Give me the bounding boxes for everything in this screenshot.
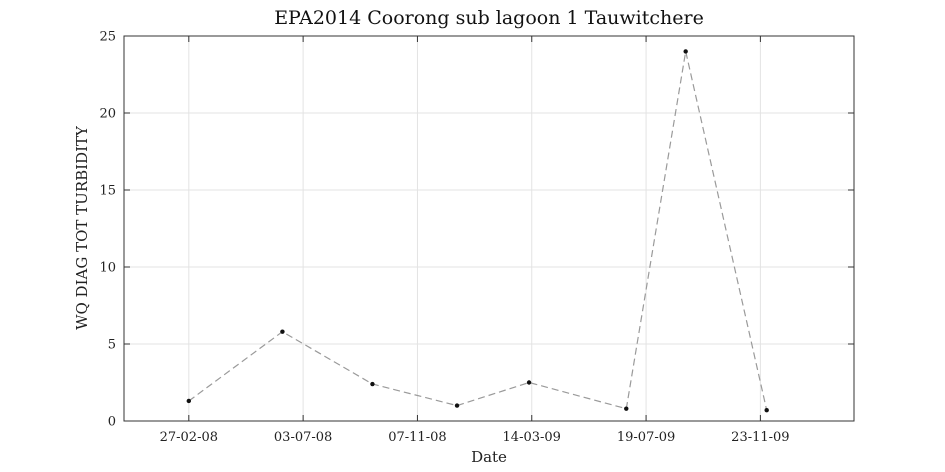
series-layer (186, 49, 769, 413)
data-point (186, 398, 192, 404)
y-tick-label: 10 (99, 261, 116, 276)
grid-layer (124, 35, 854, 422)
y-tick-label: 25 (99, 30, 116, 45)
data-point (280, 329, 285, 334)
x-tick-label: 19-07-09 (617, 430, 675, 445)
y-tick-label: 20 (99, 107, 116, 122)
y-tick-label: 5 (108, 338, 116, 353)
y-tick-label: 0 (108, 415, 116, 430)
x-tick-label: 14-03-09 (503, 430, 561, 445)
data-point (683, 49, 688, 54)
x-tick-label: 23-11-09 (731, 430, 789, 445)
data-point (624, 406, 629, 411)
data-point (454, 403, 460, 408)
y-tick-label: 15 (99, 184, 116, 199)
x-tick-label: 27-02-08 (160, 430, 218, 445)
ticks-layer: 27-02-08 03-07-08 07-11-08 14-03-09 19-07-09… (99, 30, 854, 445)
x-axis-label: Date (471, 448, 507, 466)
series-line (188, 51, 768, 411)
data-point (370, 381, 375, 387)
chart-title: EPA2014 Coorong sub lagoon 1 Tauwitchere (274, 7, 704, 29)
data-point (526, 380, 532, 385)
y-axis-label: WQ DIAG TOT TURBIDITY (73, 125, 91, 330)
x-tick-label: 03-07-08 (274, 430, 332, 445)
plot-frame (123, 35, 855, 422)
x-tick-label: 07-11-08 (388, 430, 446, 445)
data-point (764, 408, 769, 413)
